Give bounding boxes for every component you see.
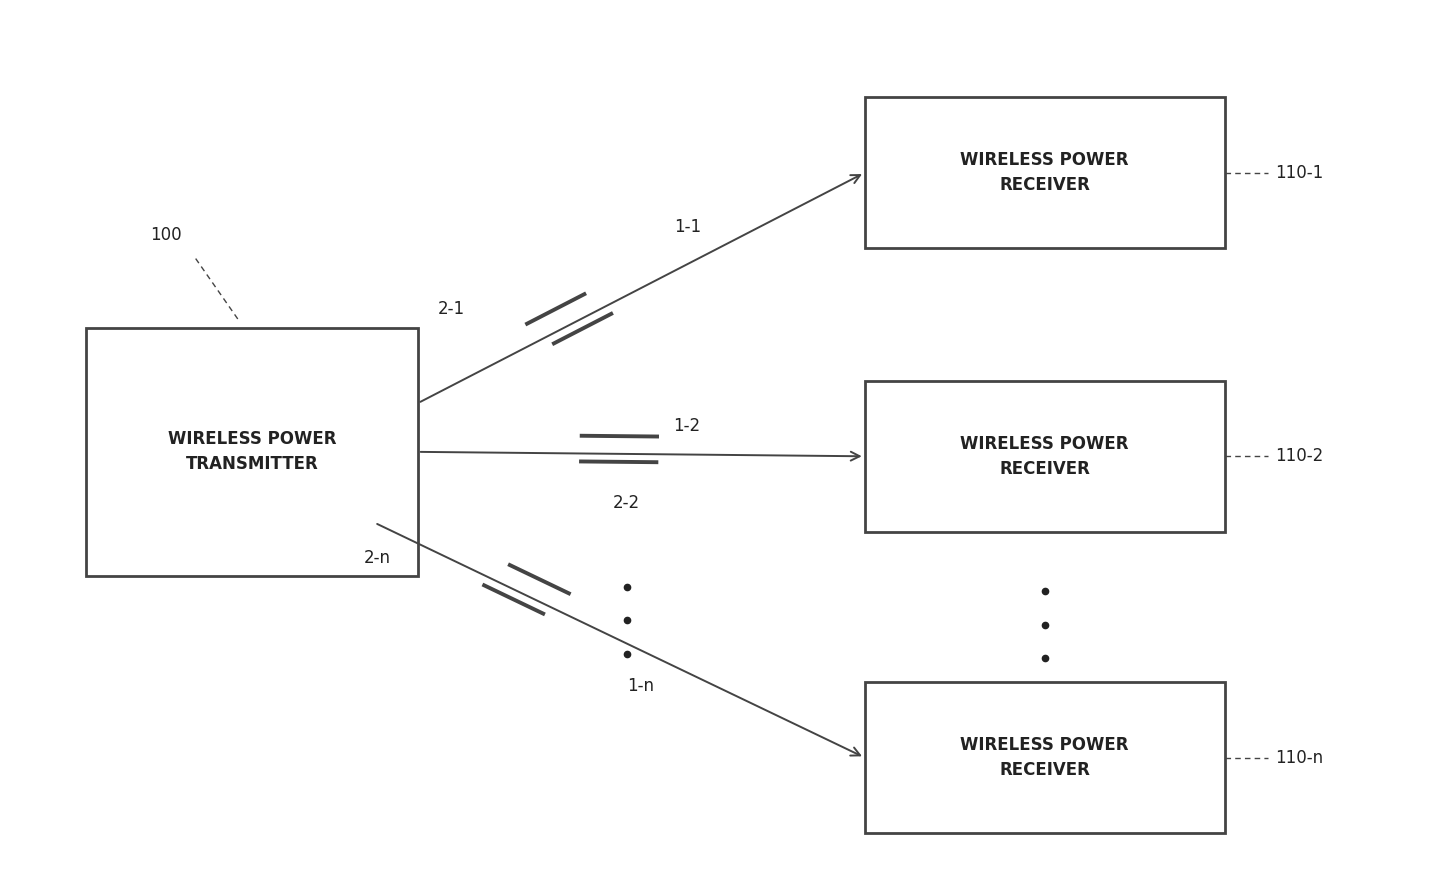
FancyBboxPatch shape xyxy=(865,682,1225,833)
Text: WIRELESS POWER
TRANSMITTER: WIRELESS POWER TRANSMITTER xyxy=(169,431,336,473)
Text: 2-n: 2-n xyxy=(365,548,391,567)
Text: 1-2: 1-2 xyxy=(673,417,700,435)
Text: 110-1: 110-1 xyxy=(1275,164,1323,182)
Text: WIRELESS POWER
RECEIVER: WIRELESS POWER RECEIVER xyxy=(961,435,1128,478)
Text: 2-2: 2-2 xyxy=(612,494,640,511)
Text: 1-1: 1-1 xyxy=(674,218,702,236)
FancyBboxPatch shape xyxy=(865,97,1225,248)
Text: WIRELESS POWER
RECEIVER: WIRELESS POWER RECEIVER xyxy=(961,736,1128,779)
Text: 100: 100 xyxy=(150,226,182,244)
FancyBboxPatch shape xyxy=(865,381,1225,532)
Text: 1-n: 1-n xyxy=(627,677,654,695)
FancyBboxPatch shape xyxy=(86,328,418,576)
Text: 110-n: 110-n xyxy=(1275,749,1323,766)
Text: 110-2: 110-2 xyxy=(1275,447,1323,465)
Text: WIRELESS POWER
RECEIVER: WIRELESS POWER RECEIVER xyxy=(961,152,1128,194)
Text: 2-1: 2-1 xyxy=(438,300,465,318)
